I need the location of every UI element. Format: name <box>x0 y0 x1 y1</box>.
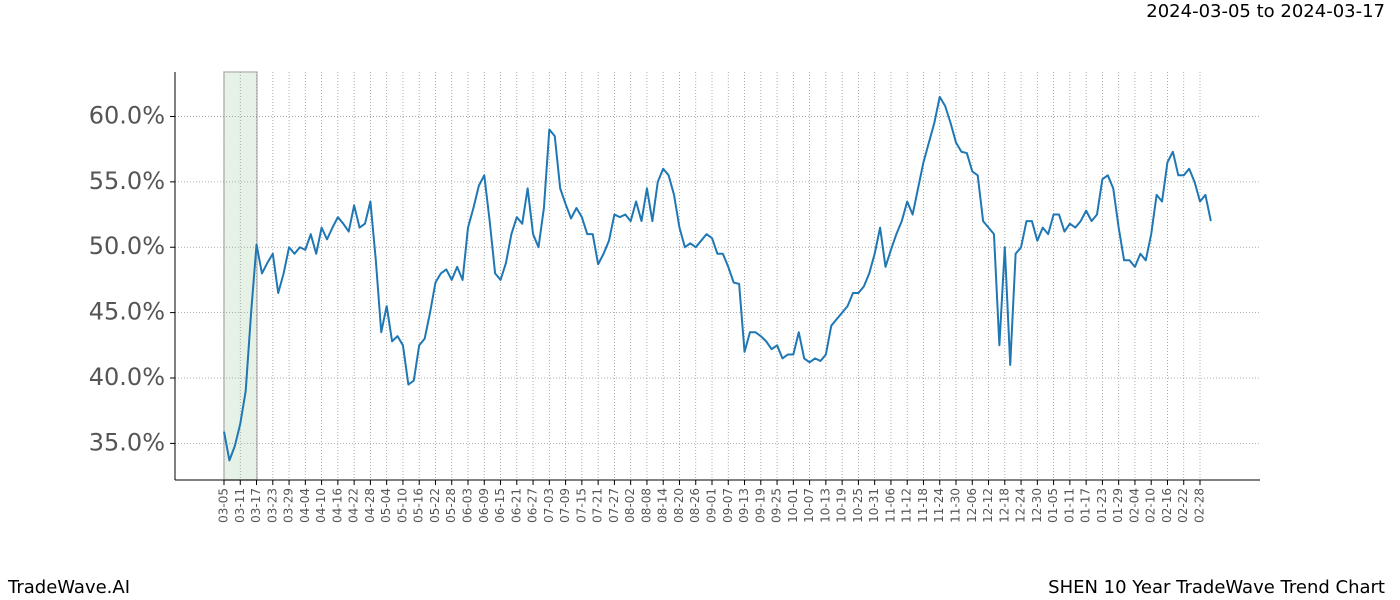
x-tick-label: 08-02 <box>623 488 637 523</box>
x-tick-label: 02-04 <box>1127 488 1141 523</box>
x-tick-label: 10-25 <box>851 488 865 523</box>
x-tick-label: 08-26 <box>688 488 702 523</box>
x-tick-label: 01-17 <box>1079 488 1093 523</box>
x-tick-label: 12-18 <box>997 488 1011 523</box>
x-tick-label: 04-22 <box>347 488 361 523</box>
x-tick-label: 07-27 <box>607 488 621 523</box>
x-tick-label: 09-25 <box>770 488 784 523</box>
x-tick-label: 11-18 <box>916 488 930 523</box>
x-tick-label: 01-23 <box>1095 488 1109 523</box>
x-tick-label: 05-10 <box>395 488 409 523</box>
x-tick-label: 05-28 <box>444 488 458 523</box>
x-tick-label: 06-09 <box>477 488 491 523</box>
y-tick-label: 60.0% <box>89 101 165 129</box>
x-tick-label: 05-16 <box>412 488 426 523</box>
x-tick-label: 12-24 <box>1014 488 1028 523</box>
x-tick-label: 06-15 <box>493 488 507 523</box>
x-tick-label: 11-24 <box>932 488 946 523</box>
x-tick-label: 03-05 <box>217 488 231 523</box>
y-tick-label: 50.0% <box>89 232 165 260</box>
x-tick-label: 03-29 <box>282 488 296 523</box>
x-tick-label: 06-21 <box>509 488 523 523</box>
y-tick-label: 35.0% <box>89 428 165 456</box>
x-tick-label: 11-06 <box>883 488 897 523</box>
x-tick-label: 07-03 <box>542 488 556 523</box>
x-tick-label: 07-21 <box>591 488 605 523</box>
x-tick-label: 02-28 <box>1193 488 1207 523</box>
y-tick-label: 40.0% <box>89 363 165 391</box>
x-tick-label: 06-03 <box>461 488 475 523</box>
x-tick-label: 08-20 <box>672 488 686 523</box>
x-tick-label: 11-12 <box>900 488 914 523</box>
x-tick-label: 04-16 <box>330 488 344 523</box>
x-tick-label: 12-12 <box>981 488 995 523</box>
x-tick-label: 09-01 <box>705 488 719 523</box>
trend-line <box>223 95 1212 462</box>
chart-title: SHEN 10 Year TradeWave Trend Chart <box>1048 577 1385 598</box>
x-tick-label: 05-22 <box>428 488 442 523</box>
x-tick-label: 07-15 <box>574 488 588 523</box>
x-tick-label: 06-27 <box>526 488 540 523</box>
x-tick-label: 12-30 <box>1030 488 1044 523</box>
y-tick-label: 45.0% <box>89 298 165 326</box>
x-tick-label: 04-28 <box>363 488 377 523</box>
x-tick-label: 08-08 <box>639 488 653 523</box>
date-range: 2024-03-05 to 2024-03-17 <box>1146 1 1385 22</box>
x-tick-label: 10-07 <box>802 488 816 523</box>
x-tick-label: 02-22 <box>1176 488 1190 523</box>
x-tick-label: 09-19 <box>753 488 767 523</box>
x-tick-label: 01-29 <box>1111 488 1125 523</box>
x-tick-label: 09-13 <box>737 488 751 523</box>
x-tick-label: 11-30 <box>949 488 963 523</box>
x-tick-label: 10-13 <box>818 488 832 523</box>
x-tick-label: 10-19 <box>835 488 849 523</box>
x-tick-label: 03-11 <box>233 488 247 523</box>
x-tick-label: 08-14 <box>656 488 670 523</box>
x-tick-label: 02-10 <box>1144 488 1158 523</box>
x-tick-label: 03-17 <box>249 488 263 523</box>
x-tick-label: 05-04 <box>379 488 393 523</box>
x-tick-label: 03-23 <box>265 488 279 523</box>
x-tick-label: 02-16 <box>1160 488 1174 523</box>
x-tick-label: 07-09 <box>558 488 572 523</box>
brand: TradeWave.AI <box>7 577 130 598</box>
x-tick-label: 10-31 <box>867 488 881 523</box>
x-tick-label: 01-11 <box>1062 488 1076 523</box>
x-tick-label: 04-04 <box>298 488 312 523</box>
x-tick-label: 01-05 <box>1046 488 1060 523</box>
y-tick-label: 55.0% <box>89 167 165 195</box>
x-tick-label: 12-06 <box>965 488 979 523</box>
x-tick-label: 04-10 <box>314 488 328 523</box>
x-tick-label: 10-01 <box>786 488 800 523</box>
x-tick-label: 09-07 <box>721 488 735 523</box>
